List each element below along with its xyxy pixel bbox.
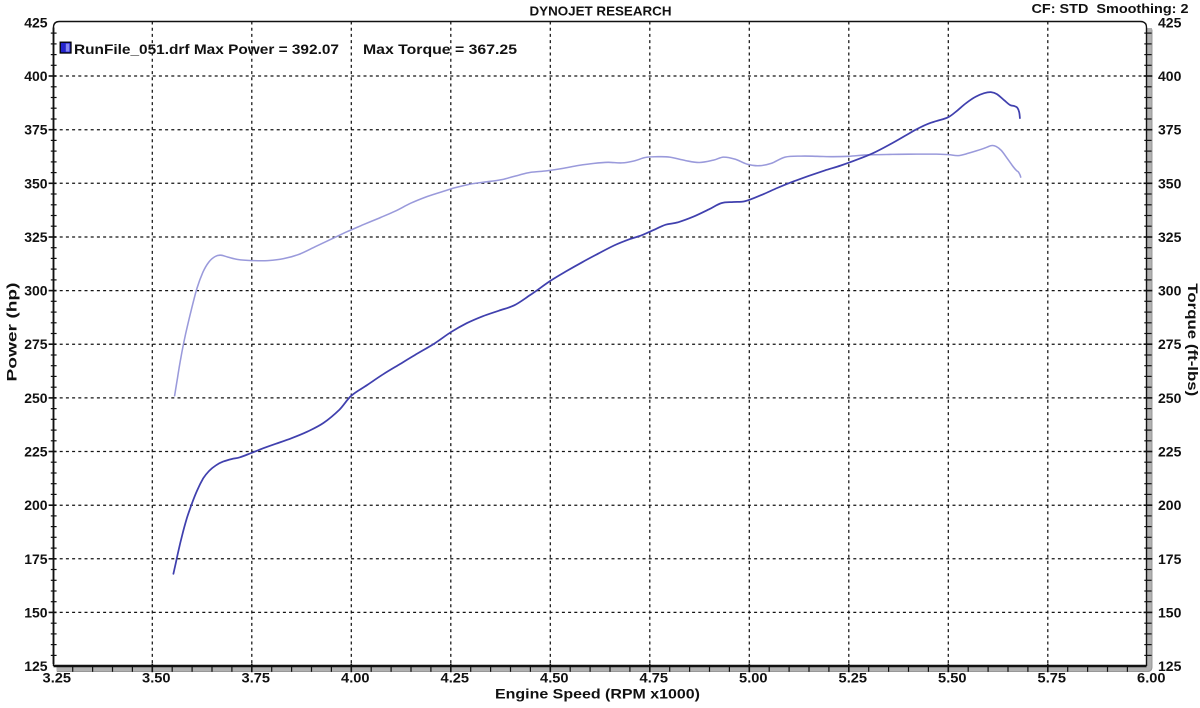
svg-text:DYNOJET RESEARCH: DYNOJET RESEARCH	[530, 4, 672, 19]
svg-text:425: 425	[24, 14, 48, 30]
svg-text:400: 400	[24, 68, 48, 84]
svg-text:275: 275	[24, 336, 48, 352]
svg-text:5.50: 5.50	[938, 671, 967, 686]
svg-text:CF: STD Smoothing: 2: CF: STD Smoothing: 2	[1032, 1, 1189, 16]
svg-text:250: 250	[24, 390, 48, 406]
svg-text:400: 400	[1158, 68, 1182, 84]
svg-text:125: 125	[1158, 658, 1182, 674]
svg-text:325: 325	[24, 229, 48, 245]
svg-text:Engine Speed (RPM x1000): Engine Speed (RPM x1000)	[495, 686, 700, 702]
svg-text:150: 150	[24, 604, 48, 620]
svg-text:300: 300	[24, 283, 48, 299]
svg-text:5.75: 5.75	[1038, 671, 1067, 686]
svg-text:350: 350	[1158, 175, 1182, 191]
svg-text:225: 225	[24, 444, 48, 460]
svg-text:225: 225	[1158, 444, 1182, 460]
svg-text:5.00: 5.00	[739, 671, 768, 686]
svg-text:300: 300	[1158, 283, 1182, 299]
svg-text:4.75: 4.75	[640, 671, 669, 686]
svg-text:250: 250	[1158, 390, 1182, 406]
svg-text:Max Torque = 367.25: Max Torque = 367.25	[363, 41, 517, 57]
svg-text:200: 200	[1158, 497, 1182, 513]
svg-text:4.25: 4.25	[441, 671, 470, 686]
svg-text:6.00: 6.00	[1137, 671, 1166, 686]
svg-text:4.50: 4.50	[540, 671, 569, 686]
svg-text:200: 200	[24, 497, 48, 513]
svg-text:RunFile_051.drf Max Power = 39: RunFile_051.drf Max Power = 392.07	[74, 41, 339, 57]
svg-text:350: 350	[24, 175, 48, 191]
svg-text:375: 375	[24, 122, 48, 138]
svg-text:425: 425	[1158, 14, 1182, 30]
svg-text:Power (hp): Power (hp)	[4, 283, 20, 382]
svg-text:175: 175	[24, 551, 48, 567]
svg-text:3.25: 3.25	[43, 671, 72, 686]
svg-text:4.00: 4.00	[341, 671, 370, 686]
svg-text:Torque (ft-lbs): Torque (ft-lbs)	[1185, 283, 1200, 396]
svg-text:5.25: 5.25	[839, 671, 868, 686]
svg-text:375: 375	[1158, 122, 1182, 138]
svg-text:3.50: 3.50	[142, 671, 171, 686]
svg-text:275: 275	[1158, 336, 1182, 352]
svg-text:175: 175	[1158, 551, 1182, 567]
svg-text:150: 150	[1158, 604, 1182, 620]
svg-text:125: 125	[24, 658, 48, 674]
svg-text:3.75: 3.75	[242, 671, 271, 686]
svg-text:325: 325	[1158, 229, 1182, 245]
